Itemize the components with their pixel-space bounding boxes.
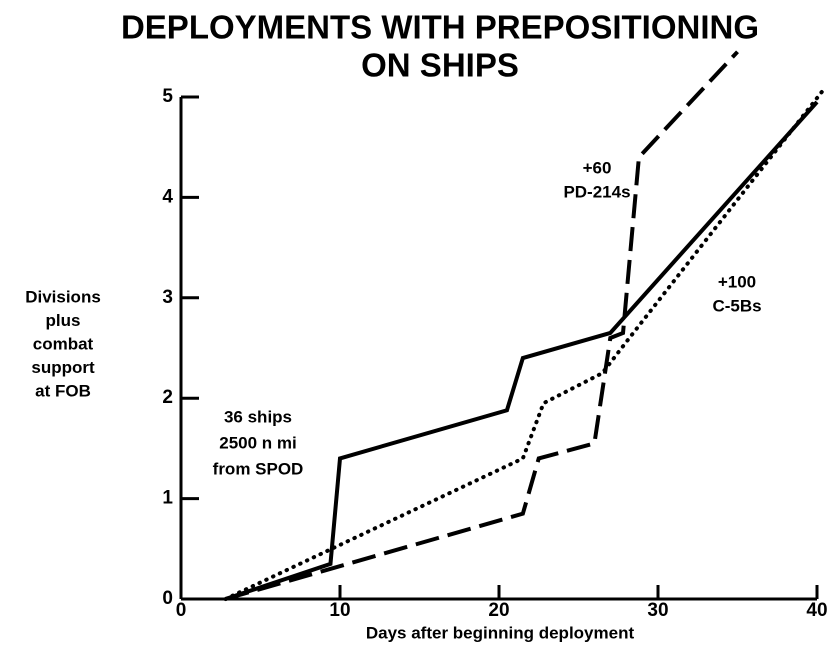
y-tick-label: 1: [162, 488, 173, 509]
data-line: [224, 50, 739, 601]
annotation: +60: [583, 158, 612, 177]
y-axis-label: at FOB: [35, 381, 91, 400]
y-tick-label: 2: [162, 387, 173, 408]
annotation: from SPOD: [213, 459, 304, 478]
x-axis-label: Days after beginning deployment: [366, 623, 635, 642]
annotation: 2500 n mi: [219, 433, 297, 452]
x-tick-label: 20: [488, 600, 509, 621]
x-tick-label: 30: [647, 600, 668, 621]
y-axis-label: plus: [46, 311, 81, 330]
x-tick-label: 40: [806, 600, 827, 621]
chart-title: DEPLOYMENTS WITH PREPOSITIONING: [121, 9, 759, 46]
x-tick-label: 10: [329, 600, 350, 621]
y-tick-label: 4: [162, 186, 173, 207]
annotation: 36 ships: [224, 407, 292, 426]
data-line: [224, 100, 819, 601]
y-tick-label: 0: [162, 588, 173, 609]
x-tick-label: 0: [176, 600, 187, 621]
y-axis-label: support: [31, 358, 95, 377]
y-tick-label: 5: [162, 86, 173, 107]
chart-title: ON SHIPS: [361, 47, 519, 84]
y-tick-label: 3: [162, 287, 173, 308]
y-axis-label: Divisions: [25, 287, 101, 306]
y-axis-label: combat: [33, 334, 94, 353]
annotation: +100: [718, 272, 756, 291]
annotation: C-5Bs: [712, 296, 761, 315]
data-line: [223, 89, 824, 601]
annotation: PD-214s: [563, 182, 630, 201]
